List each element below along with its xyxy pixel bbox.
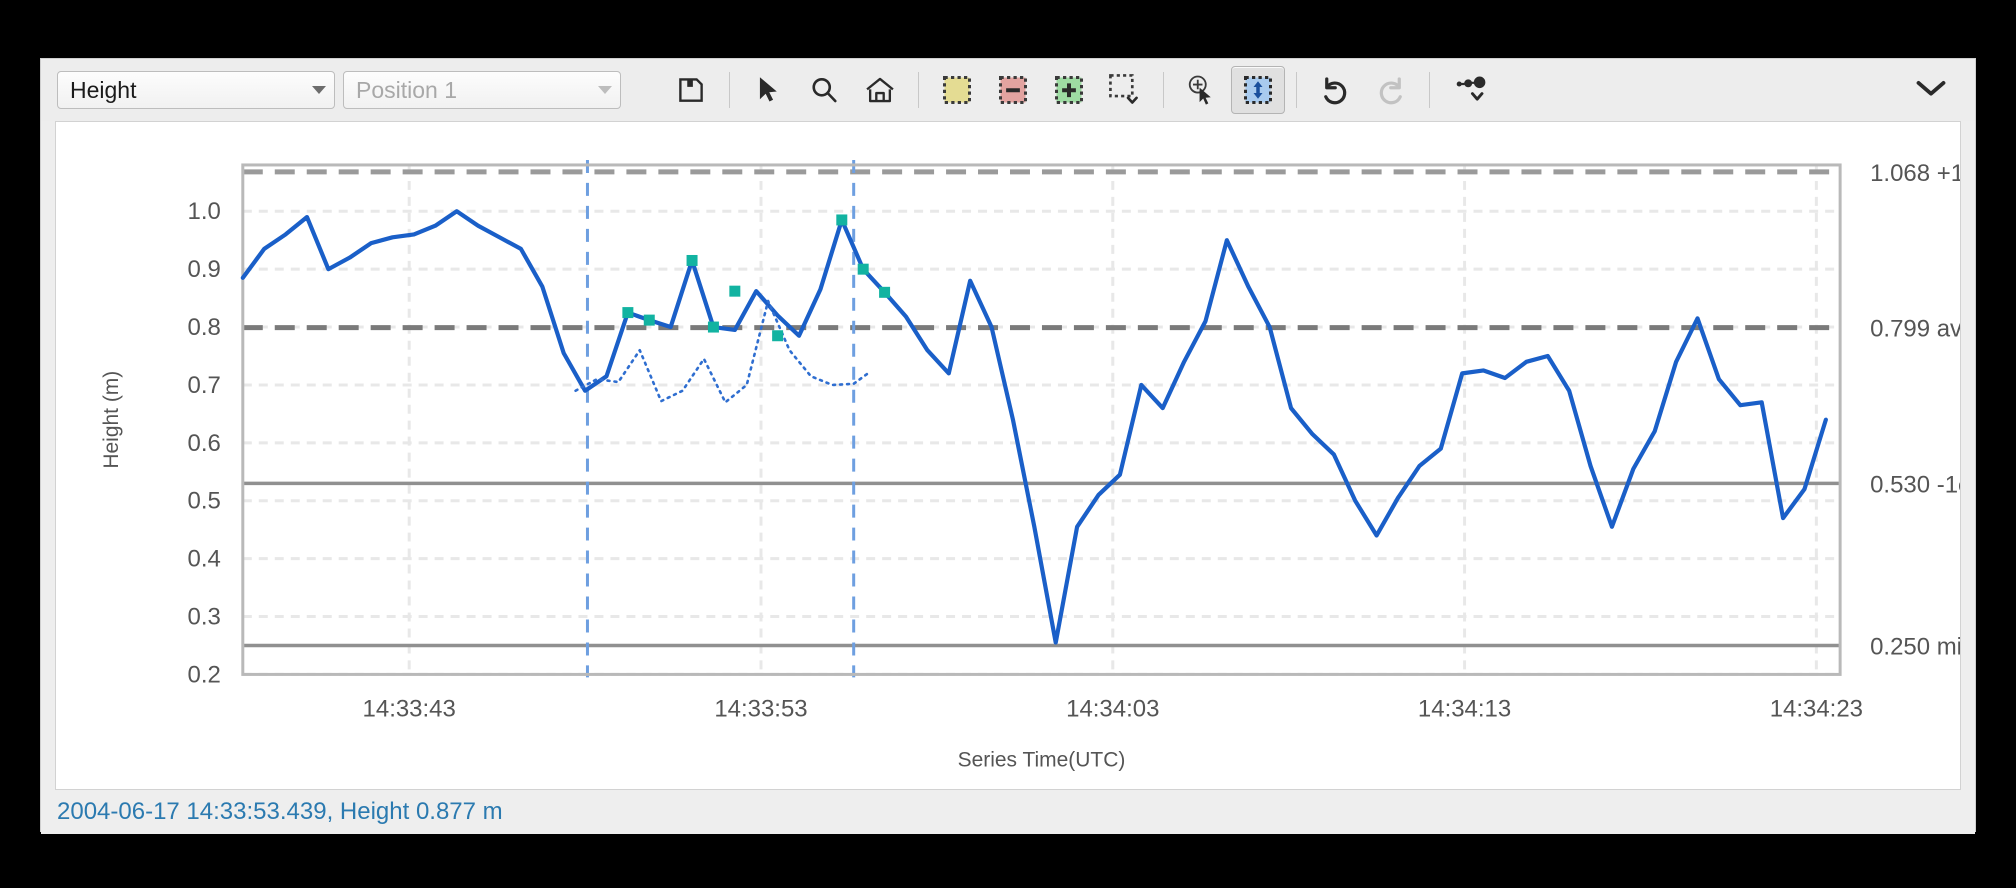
- series-select-value: Height: [70, 76, 137, 103]
- chevron-down-icon: [598, 86, 612, 94]
- points-style-button[interactable]: [1441, 66, 1505, 114]
- chart-reference-lines: [242, 169, 1841, 648]
- marquee-yellow-icon: [942, 75, 972, 105]
- remove-points-button[interactable]: [986, 66, 1040, 114]
- position-select-value: Position 1: [356, 76, 458, 103]
- svg-text:14:33:53: 14:33:53: [714, 695, 807, 722]
- series-select[interactable]: Height: [57, 71, 335, 109]
- svg-text:1.068 +1σ: 1.068 +1σ: [1870, 160, 1960, 187]
- svg-text:14:34:03: 14:34:03: [1066, 695, 1159, 722]
- svg-text:0.8: 0.8: [187, 314, 220, 341]
- chevron-down-icon: [312, 86, 326, 94]
- points-dropdown-icon: [1453, 72, 1493, 108]
- chart-gridlines: [242, 164, 1841, 676]
- toolbar-divider: [1296, 72, 1297, 108]
- select-region-button[interactable]: [930, 66, 984, 114]
- status-bar-text: 2004-06-17 14:33:53.439, Height 0.877 m: [57, 798, 503, 826]
- vertical-fit-button[interactable]: [1231, 66, 1285, 114]
- toolbar-divider: [729, 72, 730, 108]
- zoom-in-cursor-button[interactable]: [1175, 66, 1229, 114]
- toolbar-divider: [1429, 72, 1430, 108]
- home-button[interactable]: [853, 66, 907, 114]
- chart-selection-lines[interactable]: [585, 159, 856, 678]
- position-select[interactable]: Position 1: [343, 71, 621, 109]
- expand-panel-button[interactable]: [1901, 67, 1961, 113]
- chart-y-axis-ticks: 0.2 0.3 0.4 0.5 0.6 0.7 0.8 0.9 1.0: [187, 198, 220, 688]
- svg-text:0.6: 0.6: [187, 430, 220, 457]
- marquee-minus-red-icon: [998, 75, 1028, 105]
- toolbar-divider: [918, 72, 919, 108]
- svg-text:0.4: 0.4: [187, 546, 220, 573]
- toolbar-divider: [1163, 72, 1164, 108]
- marquee-menu-button[interactable]: [1098, 66, 1152, 114]
- svg-text:0.7: 0.7: [187, 372, 220, 399]
- svg-text:14:33:43: 14:33:43: [363, 695, 456, 722]
- chart-x-axis-ticks: 14:33:43 14:33:53 14:34:03 14:34:13 14:34:23: [363, 695, 1863, 722]
- svg-text:14:34:13: 14:34:13: [1418, 695, 1511, 722]
- chart-y-axis-label: Height (m): [100, 371, 123, 469]
- chart-selected-points[interactable]: [622, 214, 891, 342]
- zoom-in-pointer-icon: [1185, 73, 1219, 107]
- svg-text:0.9: 0.9: [187, 256, 220, 283]
- vertical-resize-icon: [1243, 75, 1273, 105]
- svg-text:0.3: 0.3: [187, 604, 220, 631]
- home-icon: [864, 75, 896, 105]
- save-button[interactable]: [664, 66, 718, 114]
- undo-arrow-icon: [1319, 74, 1351, 106]
- marquee-plus-green-icon: [1054, 75, 1084, 105]
- undo-button[interactable]: [1308, 66, 1362, 114]
- chart-reference-labels: 1.068 +1σ 0.799 avg 0.530 -1σ 0.250 min: [1870, 160, 1960, 661]
- time-series-chart[interactable]: 0.20.30.40.50.60.70.80.91.0 14:33:43 14:3…: [56, 122, 1960, 789]
- chart-x-axis-label: Series Time(UTC): [958, 748, 1126, 771]
- zoom-tool-button[interactable]: [797, 66, 851, 114]
- svg-text:14:34:23: 14:34:23: [1770, 695, 1863, 722]
- chart-area[interactable]: 0.2 0.3 0.4 0.5 0.6 0.7 0.8 0.9 1.0 14:33:43 14:3…: [55, 121, 1961, 791]
- svg-text:1.0: 1.0: [187, 198, 220, 225]
- floppy-disk-icon: [676, 75, 706, 105]
- chart-toolbar: Height Position 1: [41, 59, 1975, 121]
- redo-button[interactable]: [1364, 66, 1418, 114]
- chart-series: [240, 209, 1828, 645]
- magnifier-icon: [809, 75, 839, 105]
- svg-text:0.530 -1σ: 0.530 -1σ: [1870, 471, 1960, 498]
- svg-text:0.2: 0.2: [187, 661, 220, 688]
- chart-plot-frame: [241, 163, 1842, 676]
- status-bar: 2004-06-17 14:33:53.439, Height 0.877 m: [41, 790, 1975, 835]
- add-points-button[interactable]: [1042, 66, 1096, 114]
- redo-arrow-icon: [1375, 74, 1407, 106]
- marquee-dashed-icon: [1108, 73, 1142, 107]
- chart-panel: Height Position 1: [40, 58, 1976, 835]
- svg-text:0.5: 0.5: [187, 488, 220, 515]
- svg-text:0.799 avg: 0.799 avg: [1870, 316, 1960, 343]
- arrow-pointer-icon: [754, 75, 782, 105]
- chevron-down-icon: [1914, 77, 1948, 104]
- pointer-tool-button[interactable]: [741, 66, 795, 114]
- svg-text:0.250 min: 0.250 min: [1870, 633, 1960, 660]
